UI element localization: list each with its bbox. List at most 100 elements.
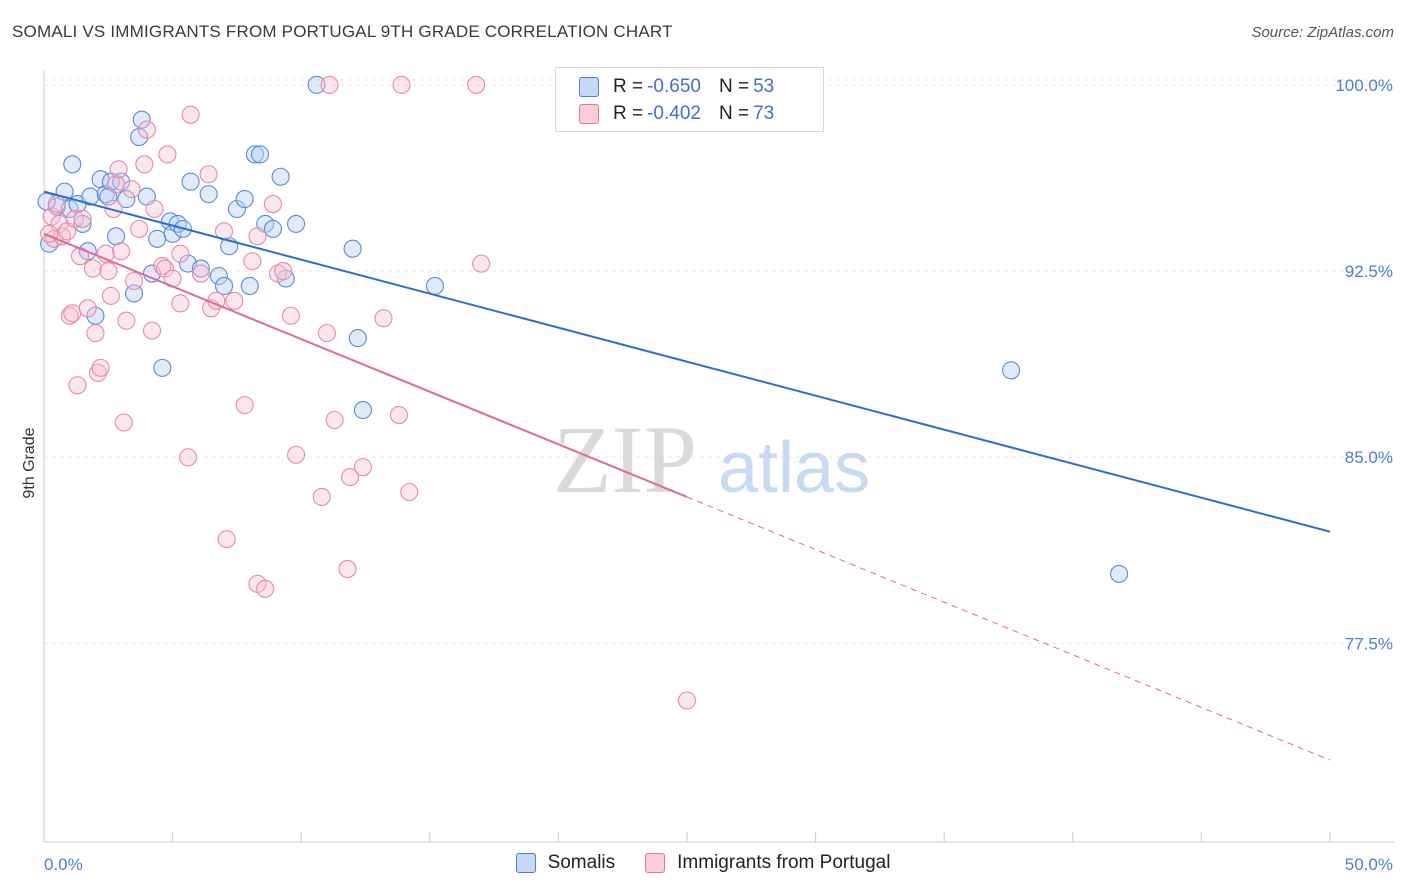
- portugal-point: [374, 309, 393, 328]
- chart-title: SOMALI VS IMMIGRANTS FROM PORTUGAL 9TH G…: [12, 22, 673, 41]
- x-tick-label: 0.0%: [44, 855, 83, 874]
- portugal-point: [78, 299, 97, 318]
- portugal-point: [263, 194, 282, 214]
- portugal-point: [217, 530, 236, 549]
- portugal-point: [325, 410, 344, 430]
- portugal-point: [65, 209, 84, 228]
- legend-r-label: R =: [613, 76, 644, 97]
- somali-point: [235, 190, 254, 209]
- somali-point: [263, 219, 282, 238]
- bottom-swatch-somalis: [515, 853, 536, 873]
- y-tick-label: 92.5%: [1345, 262, 1393, 281]
- portugal-point: [63, 304, 82, 323]
- somali-point: [245, 145, 264, 164]
- legend-r-label: R =: [613, 103, 644, 124]
- portugal-point: [99, 262, 118, 281]
- y-tick-label: 100.0%: [1335, 76, 1393, 95]
- portugal-point: [341, 468, 360, 487]
- legend-swatch-portugal: [579, 104, 599, 124]
- legend-r-value: -0.402: [647, 103, 701, 124]
- portugal-point: [467, 75, 486, 94]
- somali-point: [214, 276, 234, 296]
- somali-point: [271, 167, 290, 186]
- somali-point: [63, 155, 82, 174]
- portugal-point: [317, 324, 336, 343]
- portugal-point: [135, 155, 154, 174]
- portugal-point: [124, 271, 144, 291]
- somali-point: [130, 127, 149, 147]
- somali-point: [287, 214, 306, 233]
- portugal-point: [73, 209, 92, 228]
- portugal-point: [68, 376, 87, 395]
- portugal-trend-line: [43, 232, 688, 498]
- portugal-point: [235, 396, 254, 415]
- portugal-point: [178, 448, 198, 467]
- bottom-legend-portugal: Immigrants from Portugal: [645, 852, 890, 874]
- legend: R = -0.650 N = 53 R = -0.402 N = 73: [555, 67, 824, 132]
- portugal-point: [137, 120, 156, 139]
- somali-point: [250, 145, 270, 164]
- portugal-point: [117, 311, 136, 330]
- portugal-point: [109, 160, 128, 179]
- legend-row-portugal: R = -0.402 N = 73: [556, 101, 774, 127]
- y-tick-label: 77.5%: [1345, 634, 1393, 653]
- somali-point: [81, 187, 100, 206]
- portugal-point: [47, 194, 66, 214]
- portugal-point: [677, 691, 697, 710]
- portugal-point: [101, 286, 120, 305]
- portugal-point: [106, 175, 126, 194]
- portugal-point: [88, 363, 108, 382]
- portugal-point: [287, 445, 306, 464]
- portugal-point: [122, 180, 141, 199]
- portugal-point: [155, 259, 174, 278]
- portugal-point: [338, 559, 357, 578]
- bottom-legend: Somalis Immigrants from Portugal: [0, 852, 1406, 874]
- portugal-point: [86, 324, 105, 343]
- somali-point: [425, 276, 444, 296]
- portugal-point: [91, 358, 110, 377]
- watermark-zip: ZIP: [553, 406, 697, 513]
- somali-point: [132, 110, 151, 129]
- y-tick-label: 85.0%: [1345, 448, 1393, 467]
- somali-point: [307, 75, 326, 94]
- portugal-point: [312, 487, 331, 507]
- somali-point: [191, 259, 210, 278]
- somali-point: [117, 190, 136, 209]
- watermark: ZIP atlas: [553, 406, 870, 513]
- somali-point: [1002, 361, 1021, 380]
- somali-point: [227, 199, 246, 219]
- watermark-atlas: atlas: [718, 428, 870, 508]
- tick-labels: 100.0% 92.5% 85.0% 77.5% 0.0% 50.0%: [44, 76, 1393, 874]
- portugal-point: [83, 259, 102, 278]
- portugal-point: [60, 306, 79, 325]
- somali-point: [153, 358, 172, 377]
- portugal-point: [274, 262, 293, 281]
- data-points: [37, 75, 1129, 710]
- legend-row-somalis: R = -0.650 N = 53: [556, 74, 774, 100]
- somali-point: [209, 266, 228, 286]
- portugal-point: [181, 105, 200, 124]
- somali-point: [240, 276, 259, 296]
- portugal-point: [191, 264, 210, 283]
- legend-swatch-somalis: [579, 77, 599, 97]
- somali-point: [1110, 564, 1129, 583]
- somali-trend-line: [43, 190, 1331, 533]
- trend-lines: [43, 190, 1331, 761]
- portugal-point: [281, 306, 300, 325]
- legend-n-value: 53: [753, 76, 775, 97]
- legend-n-label: N =: [718, 76, 750, 97]
- somali-point: [348, 329, 367, 348]
- somali-point: [148, 229, 167, 248]
- legend-n-label: N =: [718, 103, 750, 124]
- gridlines: [44, 79, 1394, 644]
- portugal-point: [40, 224, 59, 243]
- somali-point: [199, 185, 218, 204]
- portugal-point: [142, 321, 162, 340]
- portugal-point: [392, 75, 411, 94]
- portugal-point: [158, 145, 177, 164]
- portugal-point: [171, 294, 190, 313]
- bottom-legend-somalis: Somalis: [515, 852, 615, 874]
- portugal-point: [145, 199, 164, 219]
- legend-n-value: 73: [753, 103, 775, 124]
